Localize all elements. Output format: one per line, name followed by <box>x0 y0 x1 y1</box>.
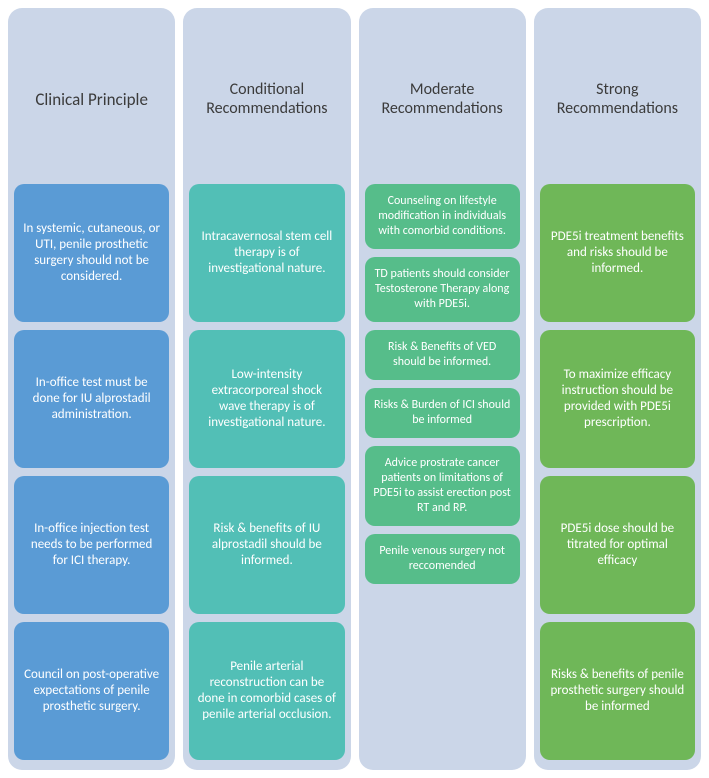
column-header: Clinical Principle <box>14 14 169 184</box>
card: Risk & benefits of IU alprostadil should… <box>189 476 344 614</box>
card: PDE5i dose should be titrated for optima… <box>540 476 695 614</box>
card: Penile venous surgery not reccomended <box>365 534 520 584</box>
board: Clinical Principle In systemic, cutaneou… <box>8 8 701 770</box>
card: Counseling on lifestyle modification in … <box>365 184 520 249</box>
card: Low-intensity extracorporeal shock wave … <box>189 330 344 468</box>
column-header: Conditional Recommendations <box>189 14 344 184</box>
card: Risk & Benefits of VED should be informe… <box>365 330 520 380</box>
card: In-office test must be done for IU alpro… <box>14 330 169 468</box>
card: PDE5i treatment benefits and risks shoul… <box>540 184 695 322</box>
card: Risks & benefits of penile prosthetic su… <box>540 622 695 760</box>
card-list: PDE5i treatment benefits and risks shoul… <box>540 184 695 760</box>
card: Penile arterial reconstruction can be do… <box>189 622 344 760</box>
card: In-office injection test needs to be per… <box>14 476 169 614</box>
card: To maximize efficacy instruction should … <box>540 330 695 468</box>
card-list: Intracavernosal stem cell therapy is of … <box>189 184 344 760</box>
card: Intracavernosal stem cell therapy is of … <box>189 184 344 322</box>
card: Council on post-operative expectations o… <box>14 622 169 760</box>
card: In systemic, cutaneous, or UTI, penile p… <box>14 184 169 322</box>
column-moderate-recs: Moderate Recommendations Counseling on l… <box>359 8 526 770</box>
column-strong-recs: Strong Recommendations PDE5i treatment b… <box>534 8 701 770</box>
card: TD patients should consider Testosterone… <box>365 257 520 322</box>
card-list: Counseling on lifestyle modification in … <box>365 184 520 760</box>
column-conditional-recs: Conditional Recommendations Intracaverno… <box>183 8 350 770</box>
column-header: Strong Recommendations <box>540 14 695 184</box>
column-clinical-principle: Clinical Principle In systemic, cutaneou… <box>8 8 175 770</box>
card: Risks & Burden of ICI should be informed <box>365 388 520 438</box>
card: Advice prostrate cancer patients on limi… <box>365 446 520 526</box>
card-list: In systemic, cutaneous, or UTI, penile p… <box>14 184 169 760</box>
column-header: Moderate Recommendations <box>365 14 520 184</box>
